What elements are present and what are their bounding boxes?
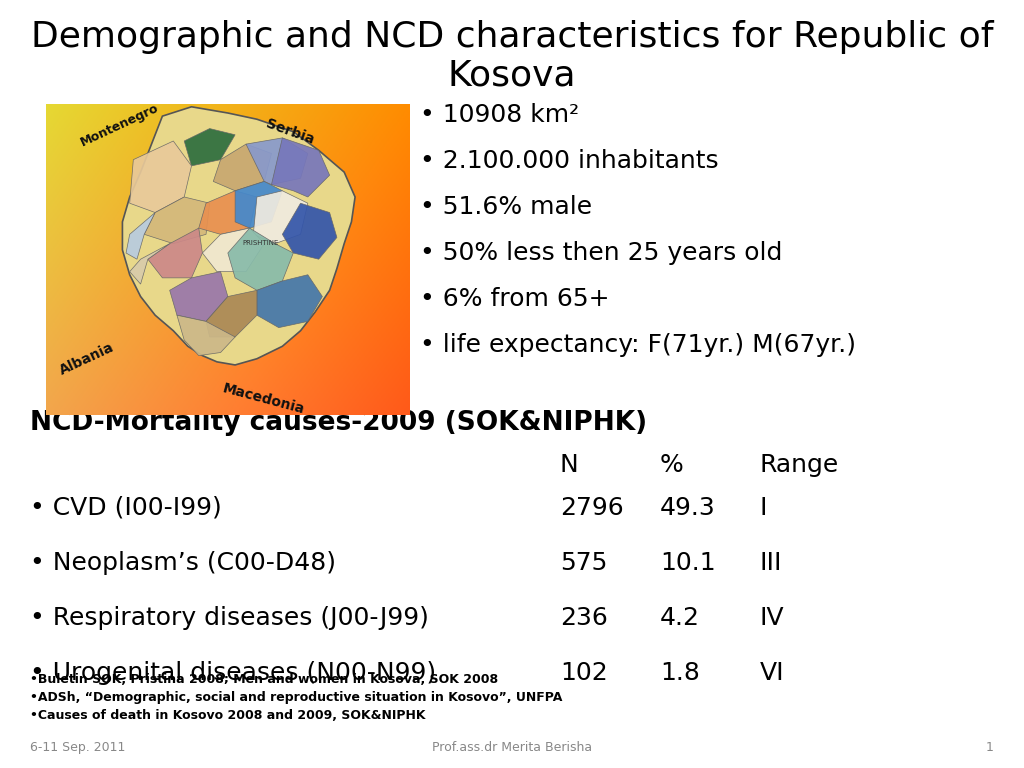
Text: •ADSh, “Demographic, social and reproductive situation in Kosovo”, UNFPA: •ADSh, “Demographic, social and reproduc… xyxy=(30,691,562,704)
Polygon shape xyxy=(126,213,156,260)
Text: • 10908 km²: • 10908 km² xyxy=(420,103,580,127)
Text: •Causes of death in Kosovo 2008 and 2009, SOK&NIPHK: •Causes of death in Kosovo 2008 and 2009… xyxy=(30,709,426,722)
Text: IV: IV xyxy=(760,606,784,630)
Polygon shape xyxy=(206,290,257,337)
Text: 49.3: 49.3 xyxy=(660,496,716,520)
Text: • Urogenital diseases (N00-N99): • Urogenital diseases (N00-N99) xyxy=(30,661,436,685)
Polygon shape xyxy=(123,107,355,365)
Polygon shape xyxy=(147,228,203,278)
Text: • 2.100.000 inhabitants: • 2.100.000 inhabitants xyxy=(420,149,719,173)
Text: 4.2: 4.2 xyxy=(660,606,700,630)
Polygon shape xyxy=(246,138,308,184)
Polygon shape xyxy=(257,275,323,328)
Text: 2796: 2796 xyxy=(560,496,624,520)
Text: • CVD (I00-I99): • CVD (I00-I99) xyxy=(30,496,222,520)
Text: 10.1: 10.1 xyxy=(660,551,716,575)
Text: Kosova: Kosova xyxy=(447,58,577,92)
Text: NCD-Mortality causes-2009 (SOK&NIPHK): NCD-Mortality causes-2009 (SOK&NIPHK) xyxy=(30,410,647,436)
Polygon shape xyxy=(170,272,227,322)
Polygon shape xyxy=(199,190,257,234)
Text: 236: 236 xyxy=(560,606,608,630)
Polygon shape xyxy=(283,204,337,260)
Text: VI: VI xyxy=(760,661,784,685)
Text: Macedonia: Macedonia xyxy=(220,382,306,417)
Polygon shape xyxy=(271,138,330,197)
Polygon shape xyxy=(253,190,308,243)
Polygon shape xyxy=(227,228,293,290)
Text: Albania: Albania xyxy=(57,340,116,378)
Text: • 51.6% male: • 51.6% male xyxy=(420,195,592,219)
Text: Demographic and NCD characteristics for Republic of: Demographic and NCD characteristics for … xyxy=(31,20,993,54)
Polygon shape xyxy=(184,128,236,166)
Text: •Buletin SOK, Pristina 2008; Men and women in Kosova, SOK 2008: •Buletin SOK, Pristina 2008; Men and wom… xyxy=(30,673,498,686)
Text: PRISHTINE: PRISHTINE xyxy=(243,240,279,247)
Polygon shape xyxy=(130,243,170,284)
Polygon shape xyxy=(177,315,236,356)
Polygon shape xyxy=(213,144,271,190)
Text: 102: 102 xyxy=(560,661,608,685)
Text: III: III xyxy=(760,551,782,575)
Polygon shape xyxy=(144,197,210,243)
Text: Prof.ass.dr Merita Berisha: Prof.ass.dr Merita Berisha xyxy=(432,741,592,754)
Text: • Respiratory diseases (J00-J99): • Respiratory diseases (J00-J99) xyxy=(30,606,429,630)
Text: • 6% from 65+: • 6% from 65+ xyxy=(420,287,609,311)
Polygon shape xyxy=(203,228,264,272)
Text: I: I xyxy=(760,496,768,520)
Text: 6-11 Sep. 2011: 6-11 Sep. 2011 xyxy=(30,741,125,754)
Text: 575: 575 xyxy=(560,551,607,575)
Text: 1: 1 xyxy=(986,741,994,754)
Polygon shape xyxy=(130,141,191,213)
Text: %: % xyxy=(660,453,684,477)
Text: Range: Range xyxy=(760,453,840,477)
Text: • Neoplasm’s (C00-D48): • Neoplasm’s (C00-D48) xyxy=(30,551,336,575)
Text: N: N xyxy=(560,453,579,477)
Text: • 50% less then 25 years old: • 50% less then 25 years old xyxy=(420,241,782,265)
Polygon shape xyxy=(236,181,283,228)
Text: • life expectancy: F(71yr.) M(67yr.): • life expectancy: F(71yr.) M(67yr.) xyxy=(420,333,856,357)
Text: 1.8: 1.8 xyxy=(660,661,699,685)
Text: Montenegro: Montenegro xyxy=(79,101,162,149)
Text: Serbia: Serbia xyxy=(264,117,316,147)
